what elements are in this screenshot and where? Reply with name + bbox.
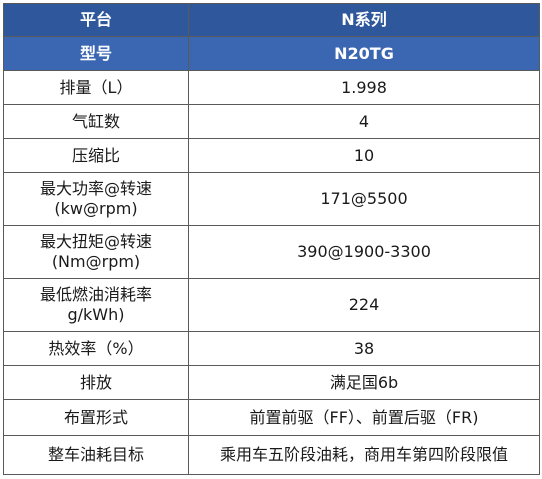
fuel-consumption-label: 最低燃油消耗率 g/kWh) (3, 278, 189, 332)
table-row: 布置形式 前置前驱（FF）、前置后驱（FR) (3, 399, 540, 436)
fuel-target-label: 整车油耗目标 (3, 435, 189, 475)
thermal-efficiency-label: 热效率（%） (3, 331, 189, 366)
emission-value: 满足国6b (188, 365, 540, 400)
cylinders-value: 4 (188, 104, 540, 139)
table-row: 压缩比 10 (3, 138, 540, 173)
model-value: N20TG (188, 36, 540, 71)
max-torque-label-line2: (Nm@rpm) (51, 252, 141, 271)
header-row: 平台 N系列 (3, 3, 540, 37)
engine-spec-table: 平台 N系列 型号 N20TG 排量（L） 1.998 气缸数 4 压缩比 10… (3, 3, 540, 475)
compression-ratio-value: 10 (188, 138, 540, 173)
thermal-efficiency-value: 38 (188, 331, 540, 366)
table-row: 热效率（%） 38 (3, 331, 540, 366)
layout-label: 布置形式 (3, 399, 189, 436)
displacement-label: 排量（L） (3, 70, 189, 105)
fuel-consumption-label-line2: g/kWh) (67, 305, 125, 324)
model-label: 型号 (3, 36, 189, 71)
model-row: 型号 N20TG (3, 36, 540, 71)
max-power-label-line1: 最大功率@转速 (39, 179, 152, 198)
compression-ratio-label: 压缩比 (3, 138, 189, 173)
fuel-consumption-label-line1: 最低燃油消耗率 (39, 285, 152, 304)
cylinders-label: 气缸数 (3, 104, 189, 139)
table-row: 气缸数 4 (3, 104, 540, 139)
table-row: 最大扭矩@转速 (Nm@rpm) 390@1900-3300 (3, 225, 540, 279)
table-row: 最低燃油消耗率 g/kWh) 224 (3, 278, 540, 332)
emission-label: 排放 (3, 365, 189, 400)
table-row: 最大功率@转速 (kw@rpm) 171@5500 (3, 172, 540, 226)
fuel-consumption-value: 224 (188, 278, 540, 332)
max-torque-label-line1: 最大扭矩@转速 (39, 232, 152, 251)
displacement-value: 1.998 (188, 70, 540, 105)
max-power-label-line2: (kw@rpm) (54, 199, 138, 218)
table-row: 整车油耗目标 乘用车五阶段油耗，商用车第四阶段限值 (3, 435, 540, 475)
max-power-label: 最大功率@转速 (kw@rpm) (3, 172, 189, 226)
table-row: 排量（L） 1.998 (3, 70, 540, 105)
table-row: 排放 满足国6b (3, 365, 540, 400)
fuel-target-value: 乘用车五阶段油耗，商用车第四阶段限值 (188, 435, 540, 475)
max-power-value: 171@5500 (188, 172, 540, 226)
max-torque-label: 最大扭矩@转速 (Nm@rpm) (3, 225, 189, 279)
layout-value: 前置前驱（FF）、前置后驱（FR) (188, 399, 540, 436)
platform-label: 平台 (3, 3, 189, 37)
platform-value: N系列 (188, 3, 540, 37)
max-torque-value: 390@1900-3300 (188, 225, 540, 279)
